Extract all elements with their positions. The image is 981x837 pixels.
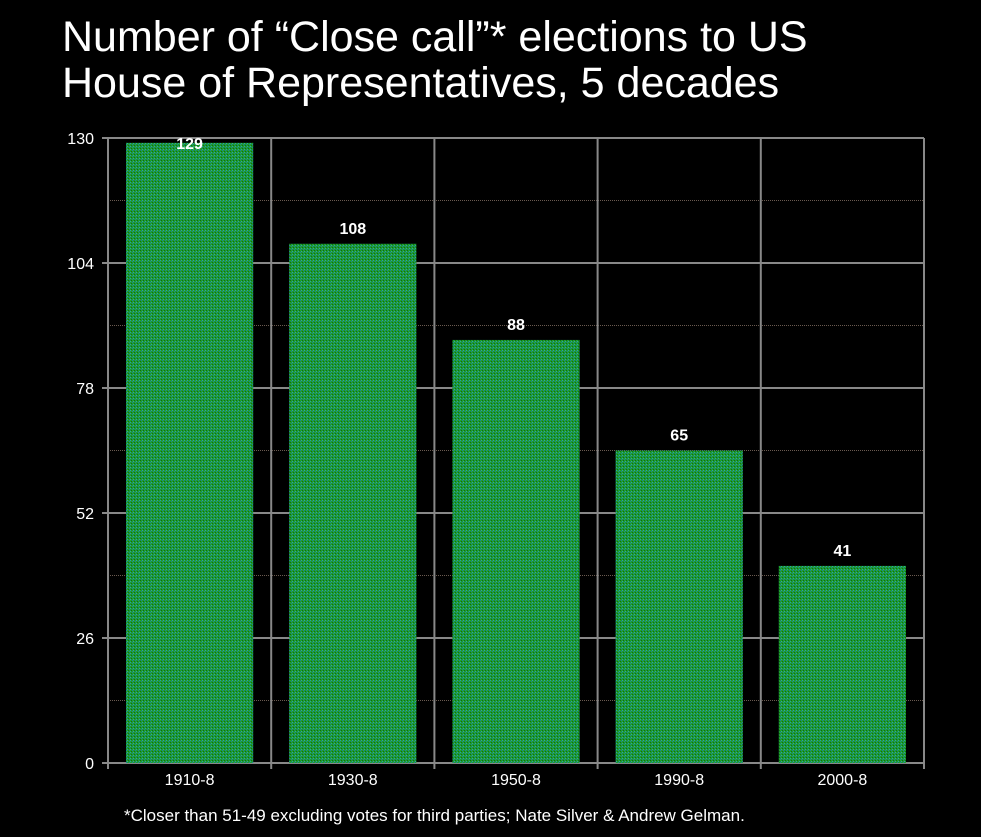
bar xyxy=(452,339,580,763)
data-label: 129 xyxy=(176,136,203,153)
x-tick-label: 1950-8 xyxy=(491,772,541,789)
x-tick-label: 1990-8 xyxy=(654,772,704,789)
bar xyxy=(778,565,906,763)
chart-title: Number of “Close call”* elections to US … xyxy=(62,14,808,106)
footnote: *Closer than 51-49 excluding votes for t… xyxy=(124,806,745,825)
y-tick-label: 52 xyxy=(76,506,94,523)
data-label: 88 xyxy=(507,317,525,334)
bar xyxy=(615,450,743,763)
x-tick-label: 2000-8 xyxy=(817,772,867,789)
data-label: 41 xyxy=(834,543,852,560)
y-tick-label: 78 xyxy=(76,381,94,398)
chart-title-line-1: Number of “Close call”* elections to US xyxy=(62,13,808,61)
bar xyxy=(126,142,254,764)
y-tick-label: 104 xyxy=(67,256,94,273)
chart-title-line-2: House of Representatives, 5 decades xyxy=(62,59,780,107)
y-tick-label: 0 xyxy=(85,756,94,773)
x-tick-label: 1910-8 xyxy=(165,772,215,789)
y-tick-label: 130 xyxy=(67,131,94,148)
x-tick-label: 1930-8 xyxy=(328,772,378,789)
data-label: 108 xyxy=(339,221,366,238)
data-label: 65 xyxy=(670,428,688,445)
bar xyxy=(289,243,417,763)
y-tick-label: 26 xyxy=(76,631,94,648)
